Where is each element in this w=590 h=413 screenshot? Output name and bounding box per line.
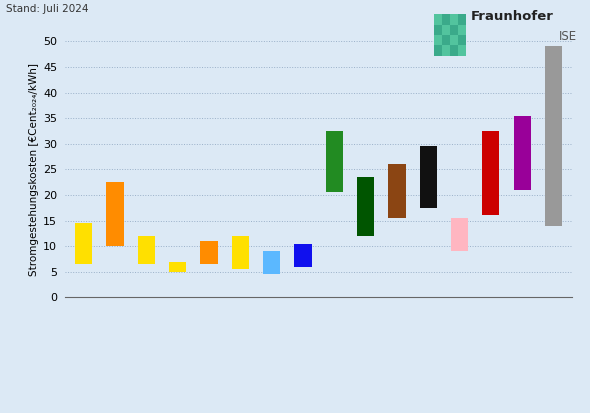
Bar xyxy=(450,14,458,25)
Bar xyxy=(169,261,186,272)
Bar xyxy=(458,14,466,25)
Bar xyxy=(419,146,437,208)
Bar xyxy=(388,164,405,218)
Bar xyxy=(545,46,562,225)
Bar xyxy=(513,116,531,190)
Bar xyxy=(326,131,343,192)
Bar xyxy=(450,45,458,56)
Bar xyxy=(294,244,312,267)
Bar xyxy=(482,131,500,216)
Text: ISE: ISE xyxy=(559,30,577,43)
Bar xyxy=(442,25,450,35)
Bar xyxy=(263,251,280,274)
Bar xyxy=(458,45,466,56)
Bar xyxy=(442,14,450,25)
Bar xyxy=(450,25,458,35)
Bar xyxy=(450,35,458,45)
Bar xyxy=(434,35,442,45)
Bar xyxy=(106,182,124,246)
Bar xyxy=(458,35,466,45)
Bar xyxy=(75,223,92,264)
Text: Fraunhofer: Fraunhofer xyxy=(471,10,553,23)
Bar xyxy=(458,25,466,35)
Bar xyxy=(137,236,155,264)
Bar xyxy=(442,45,450,56)
Bar xyxy=(434,14,442,25)
Bar xyxy=(434,25,442,35)
Bar xyxy=(434,45,442,56)
Bar xyxy=(232,236,249,269)
Bar xyxy=(357,177,374,236)
Bar xyxy=(442,35,450,45)
Text: Stand: Juli 2024: Stand: Juli 2024 xyxy=(6,4,88,14)
Bar xyxy=(201,241,218,264)
Y-axis label: Stromgestehungskosten [€Cent₂₀₂₄/kWh]: Stromgestehungskosten [€Cent₂₀₂₄/kWh] xyxy=(29,63,39,276)
Bar xyxy=(451,218,468,251)
